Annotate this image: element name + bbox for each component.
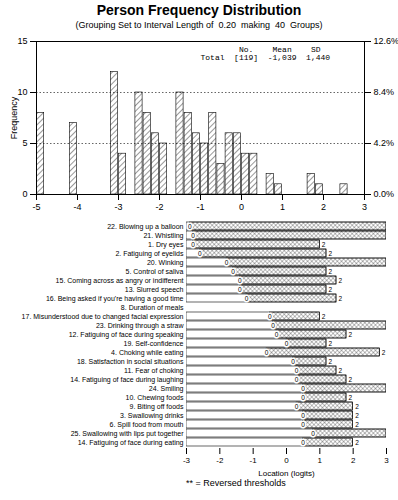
svg-text:1: 1 xyxy=(280,202,285,212)
html-text:Person Frequency Distribution: Person Frequency Distribution xyxy=(96,2,302,18)
svg-text:0: 0 xyxy=(22,189,27,199)
svg-text:0: 0 xyxy=(295,367,299,374)
svg-text:-1: -1 xyxy=(250,456,258,465)
svg-text:2: 2 xyxy=(321,202,326,212)
svg-text:Frequency: Frequency xyxy=(9,96,19,139)
svg-text:5: 5 xyxy=(22,138,27,148)
svg-text:2: 2 xyxy=(339,295,343,302)
svg-text:20. Winking: 20. Winking xyxy=(147,259,184,267)
svg-text:13. Slurred speech: 13. Slurred speech xyxy=(125,286,184,294)
svg-text:2: 2 xyxy=(339,277,343,284)
svg-text:6. Spill food from mouth: 6. Spill food from mouth xyxy=(110,421,184,429)
svg-text:10. Chewing foods: 10. Chewing foods xyxy=(126,394,184,402)
svg-text:0: 0 xyxy=(198,250,202,257)
svg-text:2: 2 xyxy=(355,421,359,428)
svg-text:-2: -2 xyxy=(216,456,224,465)
svg-text:No. Mean SDTotal [119]: No. Mean SDTotal [119] -1,039 1,440 xyxy=(201,45,331,62)
svg-text:2. Fatiguing of eyelids: 2. Fatiguing of eyelids xyxy=(115,250,184,258)
svg-text:12. Fatiguing of face during s: 12. Fatiguing of face during speaking xyxy=(69,331,184,339)
svg-text:0: 0 xyxy=(238,277,242,284)
svg-text:4. Choking while eating: 4. Choking while eating xyxy=(111,349,183,357)
svg-text:0: 0 xyxy=(284,456,289,465)
svg-text:2: 2 xyxy=(355,403,359,410)
svg-text:3: 3 xyxy=(362,202,367,212)
svg-text:2: 2 xyxy=(351,456,356,465)
svg-text:2: 2 xyxy=(322,313,326,320)
svg-text:-2: -2 xyxy=(155,202,163,212)
svg-text:12.6%: 12.6% xyxy=(374,36,398,46)
svg-text:-5: -5 xyxy=(32,202,40,212)
svg-text:24. Smiling: 24. Smiling xyxy=(149,385,184,393)
svg-text:23. Drinking through a straw: 23. Drinking through a straw xyxy=(96,322,184,330)
svg-text:0: 0 xyxy=(291,358,295,365)
svg-text:0: 0 xyxy=(225,259,229,266)
svg-text:16. Being asked if you're havi: 16. Being asked if you're having a good … xyxy=(46,295,184,303)
svg-text:9. Biting off foods: 9. Biting off foods xyxy=(130,403,184,411)
svg-text:2: 2 xyxy=(329,340,333,347)
svg-text:0: 0 xyxy=(275,331,279,338)
svg-text:2: 2 xyxy=(329,286,333,293)
svg-text:2: 2 xyxy=(349,394,353,401)
svg-text:0: 0 xyxy=(265,349,269,356)
svg-text:-3: -3 xyxy=(114,202,122,212)
svg-text:0: 0 xyxy=(268,313,272,320)
svg-text:14. Fatiguing of face during e: 14. Fatiguing of face during eating xyxy=(78,439,184,447)
svg-text:8. Duration of meals: 8. Duration of meals xyxy=(121,304,184,311)
svg-text:0: 0 xyxy=(311,430,315,437)
svg-text:-4: -4 xyxy=(73,202,81,212)
svg-text:0: 0 xyxy=(245,295,249,302)
svg-text:0: 0 xyxy=(301,412,305,419)
svg-text:0: 0 xyxy=(295,376,299,383)
svg-text:Location (logits): Location (logits) xyxy=(258,469,315,478)
svg-text:18. Satisfaction in social sit: 18. Satisfaction in social situations xyxy=(77,358,184,365)
svg-text:15: 15 xyxy=(17,36,27,46)
svg-text:2: 2 xyxy=(329,268,333,275)
svg-text:0: 0 xyxy=(301,394,305,401)
svg-text:0: 0 xyxy=(191,241,195,248)
svg-text:0: 0 xyxy=(239,202,244,212)
svg-text:0: 0 xyxy=(301,421,305,428)
svg-text:8.4%: 8.4% xyxy=(374,87,395,97)
svg-text:2: 2 xyxy=(349,331,353,338)
svg-text:22. Blowing up a balloon: 22. Blowing up a balloon xyxy=(107,223,183,231)
svg-text:5. Control of saliva: 5. Control of saliva xyxy=(126,268,184,275)
svg-text:0: 0 xyxy=(238,286,242,293)
svg-text:15. Coming across as angry or: 15. Coming across as angry or indifferen… xyxy=(56,277,184,285)
svg-text:0: 0 xyxy=(285,340,289,347)
svg-text:14. Fatiguing of face during l: 14. Fatiguing of face during laughing xyxy=(70,376,183,384)
svg-text:-3: -3 xyxy=(183,456,191,465)
html-text:** = Reversed thresholds: ** = Reversed thresholds xyxy=(186,478,286,488)
svg-text:2: 2 xyxy=(329,250,333,257)
svg-text:1: 1 xyxy=(318,456,323,465)
svg-text:0: 0 xyxy=(271,322,275,329)
svg-text:0: 0 xyxy=(191,232,195,239)
svg-text:3: 3 xyxy=(384,456,389,465)
svg-text:0.0%: 0.0% xyxy=(374,189,395,199)
svg-text:2: 2 xyxy=(355,439,359,446)
svg-text:10: 10 xyxy=(17,87,27,97)
svg-text:11. Fear of choking: 11. Fear of choking xyxy=(124,367,184,375)
svg-text:0: 0 xyxy=(295,403,299,410)
svg-text:2: 2 xyxy=(322,241,326,248)
svg-text:4.2%: 4.2% xyxy=(374,138,395,148)
svg-text:0: 0 xyxy=(301,385,305,392)
svg-text:19. Self-confidence: 19. Self-confidence xyxy=(124,340,184,347)
svg-text:2: 2 xyxy=(329,358,333,365)
svg-text:0: 0 xyxy=(231,268,235,275)
svg-text:2: 2 xyxy=(355,412,359,419)
svg-text:-1: -1 xyxy=(196,202,204,212)
svg-text:2: 2 xyxy=(382,349,386,356)
svg-text:2: 2 xyxy=(339,367,343,374)
svg-text:25. Swallowing with lips put t: 25. Swallowing with lips put together xyxy=(71,430,185,438)
svg-text:17. Misunderstood due to chang: 17. Misunderstood due to changed facial … xyxy=(22,313,184,321)
svg-text:0: 0 xyxy=(301,439,305,446)
svg-text:3. Swallowing drinks: 3. Swallowing drinks xyxy=(120,412,184,420)
svg-text:2: 2 xyxy=(349,376,353,383)
svg-text:21. Whistling: 21. Whistling xyxy=(143,232,183,240)
svg-text:0: 0 xyxy=(188,223,192,230)
svg-text:1. Dry eyes: 1. Dry eyes xyxy=(148,241,184,249)
html-text:(Grouping Set to Interval Leng: (Grouping Set to Interval Length of 0.20… xyxy=(75,20,323,30)
